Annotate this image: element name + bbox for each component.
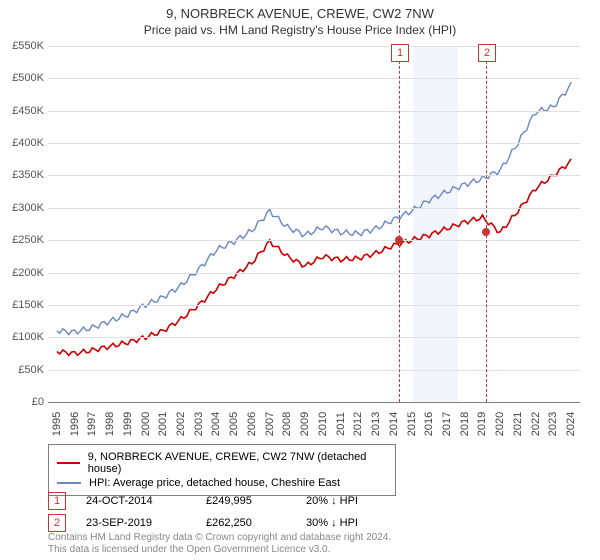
x-tick-label: 2018 [459, 409, 471, 439]
x-tick-label: 2023 [547, 409, 559, 439]
chart-header: 9, NORBRECK AVENUE, CREWE, CW2 7NW Price… [0, 0, 600, 37]
footer-line1: Contains HM Land Registry data © Crown c… [48, 532, 391, 544]
x-tick-label: 2022 [530, 409, 542, 439]
x-tick-label: 2000 [140, 409, 152, 439]
y-tick-label: £400K [8, 137, 44, 149]
transaction-row: 2 23-SEP-2019 £262,250 30% ↓ HPI [48, 514, 548, 532]
chart-area [48, 46, 580, 403]
transaction-pct: 20% ↓ HPI [306, 495, 426, 507]
x-tick-label: 2006 [246, 409, 258, 439]
transaction-price: £262,250 [206, 517, 306, 529]
x-tick-label: 2014 [388, 409, 400, 439]
legend-label: 9, NORBRECK AVENUE, CREWE, CW2 7NW (deta… [88, 451, 387, 475]
marker-number-box: 1 [391, 44, 409, 62]
x-tick-label: 2016 [423, 409, 435, 439]
x-tick-label: 1999 [122, 409, 134, 439]
x-tick-label: 1996 [69, 409, 81, 439]
transaction-marker: 2 [48, 514, 66, 532]
transactions-table: 1 24-OCT-2014 £249,995 20% ↓ HPI 2 23-SE… [48, 488, 548, 536]
x-tick-label: 2007 [264, 409, 276, 439]
x-tick-label: 2012 [352, 409, 364, 439]
marker-number-box: 2 [478, 44, 496, 62]
y-tick-label: £450K [8, 105, 44, 117]
sale-point-dot [395, 236, 403, 244]
transaction-row: 1 24-OCT-2014 £249,995 20% ↓ HPI [48, 492, 548, 510]
x-tick-label: 2001 [157, 409, 169, 439]
y-tick-label: £50K [8, 364, 44, 376]
y-tick-label: £500K [8, 72, 44, 84]
y-tick-label: £550K [8, 40, 44, 52]
marker-line [486, 46, 487, 402]
y-tick-label: £350K [8, 169, 44, 181]
x-tick-label: 2003 [193, 409, 205, 439]
y-tick-label: £0 [8, 396, 44, 408]
y-tick-label: £100K [8, 331, 44, 343]
y-tick-label: £250K [8, 234, 44, 246]
transaction-date: 23-SEP-2019 [86, 517, 206, 529]
x-tick-label: 2005 [228, 409, 240, 439]
address-title: 9, NORBRECK AVENUE, CREWE, CW2 7NW [0, 6, 600, 21]
y-tick-label: £300K [8, 202, 44, 214]
x-tick-label: 2013 [370, 409, 382, 439]
x-tick-label: 2019 [476, 409, 488, 439]
legend-swatch [57, 482, 81, 484]
chart-subtitle: Price paid vs. HM Land Registry's House … [0, 23, 600, 37]
legend-item: 9, NORBRECK AVENUE, CREWE, CW2 7NW (deta… [57, 451, 387, 475]
x-tick-label: 2002 [175, 409, 187, 439]
line-plot-svg [48, 46, 580, 402]
x-tick-label: 2020 [494, 409, 506, 439]
x-tick-label: 2011 [335, 409, 347, 439]
transaction-price: £249,995 [206, 495, 306, 507]
x-tick-label: 2010 [317, 409, 329, 439]
footer-line2: This data is licensed under the Open Gov… [48, 544, 391, 556]
x-tick-label: 2009 [299, 409, 311, 439]
marker-line [399, 46, 400, 402]
x-tick-label: 1995 [51, 409, 63, 439]
x-tick-label: 2024 [565, 409, 577, 439]
transaction-date: 24-OCT-2014 [86, 495, 206, 507]
x-tick-label: 2008 [281, 409, 293, 439]
legend-swatch [57, 462, 80, 464]
x-tick-label: 2015 [406, 409, 418, 439]
footer-text: Contains HM Land Registry data © Crown c… [48, 532, 391, 556]
y-tick-label: £200K [8, 267, 44, 279]
sale-point-dot [482, 228, 490, 236]
x-tick-label: 1998 [104, 409, 116, 439]
x-tick-label: 2017 [441, 409, 453, 439]
x-tick-label: 2004 [210, 409, 222, 439]
transaction-marker: 1 [48, 492, 66, 510]
transaction-pct: 30% ↓ HPI [306, 517, 426, 529]
y-tick-label: £150K [8, 299, 44, 311]
x-tick-label: 1997 [86, 409, 98, 439]
x-tick-label: 2021 [512, 409, 524, 439]
